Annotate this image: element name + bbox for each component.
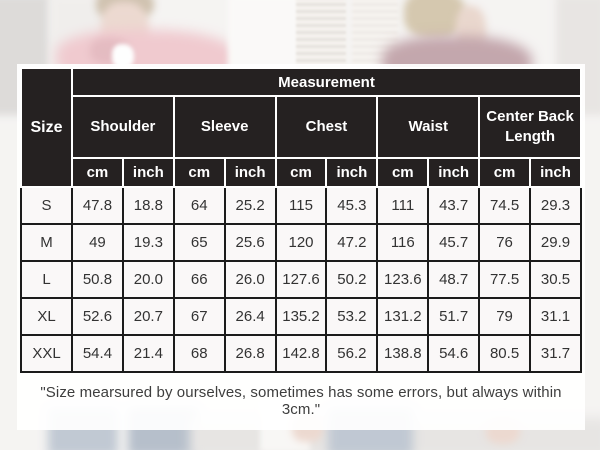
cell: 29.9 [529, 223, 582, 262]
cell: 54.6 [427, 334, 481, 373]
cell: 20.7 [121, 297, 175, 336]
cell: 45.3 [325, 186, 379, 225]
cell: 50.8 [71, 260, 124, 299]
cell: 29.3 [529, 186, 582, 225]
cell: 120 [274, 223, 328, 262]
cell: 123.6 [376, 260, 430, 299]
cell: 79 [478, 297, 532, 336]
cell: 52.6 [71, 297, 124, 336]
measurement-header: Measurement [71, 67, 582, 97]
column-header-sleeve: Sleeve [172, 95, 277, 159]
cell: 80.5 [478, 334, 532, 373]
cell: 116 [376, 223, 430, 262]
cell: 53.2 [325, 297, 379, 336]
size-header: Size [20, 67, 73, 188]
unit-header-cbl-cm: cm [478, 157, 532, 188]
column-header-chest: Chest [274, 95, 379, 159]
cell: 47.2 [325, 223, 379, 262]
cell: 48.7 [427, 260, 481, 299]
unit-header-sleeve-cm: cm [172, 157, 226, 188]
size-row-l: L 50.8 20.0 66 26.0 127.6 50.2 123.6 48.… [20, 260, 582, 299]
measurement-note: "Size mearsured by ourselves, sometimes … [40, 384, 562, 418]
cell: 77.5 [478, 260, 532, 299]
cell: 25.2 [223, 186, 277, 225]
cell: 115 [274, 186, 328, 225]
cell: 26.4 [223, 297, 277, 336]
unit-header-chest-cm: cm [274, 157, 328, 188]
cell: 138.8 [376, 334, 430, 373]
unit-header-sleeve-inch: inch [223, 157, 277, 188]
size-label: L [20, 260, 73, 299]
cell: 56.2 [325, 334, 379, 373]
cell: 31.1 [529, 297, 582, 336]
cell: 65 [172, 223, 226, 262]
size-row-m: M 49 19.3 65 25.6 120 47.2 116 45.7 76 2… [20, 223, 582, 262]
cell: 111 [376, 186, 430, 225]
size-label: S [20, 186, 73, 225]
unit-header-cbl-inch: inch [529, 157, 582, 188]
cell: 64 [172, 186, 226, 225]
column-header-waist: Waist [376, 95, 481, 159]
cell: 67 [172, 297, 226, 336]
cell: 49 [71, 223, 124, 262]
size-label: XL [20, 297, 73, 336]
cell: 50.2 [325, 260, 379, 299]
cell: 76 [478, 223, 532, 262]
cell: 74.5 [478, 186, 532, 225]
size-row-xxl: XXL 54.4 21.4 68 26.8 142.8 56.2 138.8 5… [20, 334, 582, 373]
size-chart-table: Size Measurement Shoulder Sleeve Chest W… [20, 67, 582, 373]
size-row-s: S 47.8 18.8 64 25.2 115 45.3 111 43.7 74… [20, 186, 582, 225]
cell: 21.4 [121, 334, 175, 373]
cell: 142.8 [274, 334, 328, 373]
column-header-shoulder: Shoulder [71, 95, 175, 159]
cell: 31.7 [529, 334, 582, 373]
cell: 30.5 [529, 260, 582, 299]
cell: 25.6 [223, 223, 277, 262]
cell: 26.8 [223, 334, 277, 373]
cell: 127.6 [274, 260, 328, 299]
size-row-xl: XL 52.6 20.7 67 26.4 135.2 53.2 131.2 51… [20, 297, 582, 336]
unit-header-shoulder-cm: cm [71, 157, 124, 188]
unit-header-waist-cm: cm [376, 157, 430, 188]
cell: 68 [172, 334, 226, 373]
cell: 43.7 [427, 186, 481, 225]
cell: 135.2 [274, 297, 328, 336]
cell: 20.0 [121, 260, 175, 299]
column-header-center-back-length: Center Back Length [478, 95, 582, 159]
cell: 18.8 [121, 186, 175, 225]
size-chart-panel: Size Measurement Shoulder Sleeve Chest W… [17, 64, 585, 430]
cell: 66 [172, 260, 226, 299]
cell: 26.0 [223, 260, 277, 299]
unit-header-chest-inch: inch [325, 157, 379, 188]
cell: 45.7 [427, 223, 481, 262]
size-label: XXL [20, 334, 73, 373]
cell: 51.7 [427, 297, 481, 336]
cell: 131.2 [376, 297, 430, 336]
size-label: M [20, 223, 73, 262]
cell: 19.3 [121, 223, 175, 262]
unit-header-shoulder-inch: inch [121, 157, 175, 188]
cell: 47.8 [71, 186, 124, 225]
unit-header-waist-inch: inch [427, 157, 481, 188]
cell: 54.4 [71, 334, 124, 373]
